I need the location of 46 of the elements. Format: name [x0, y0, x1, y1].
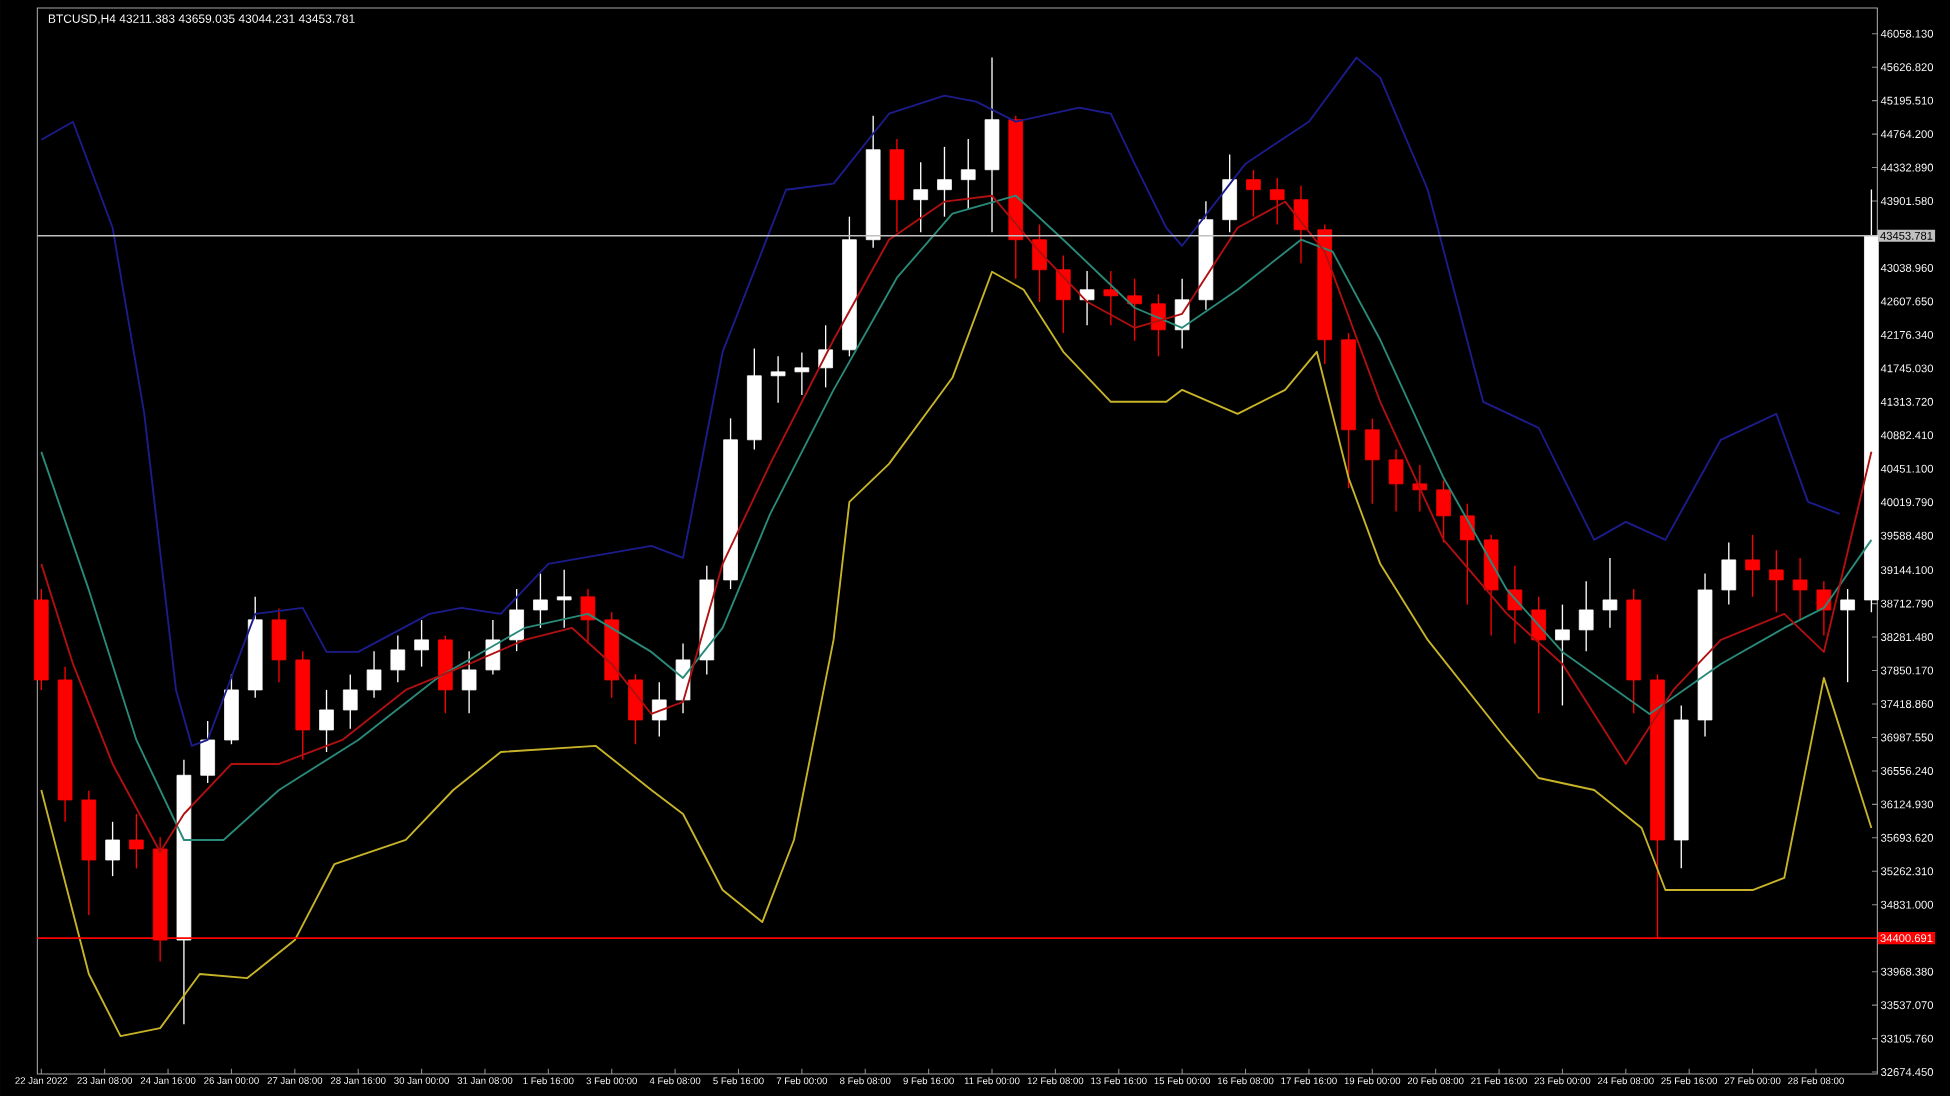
candlestick [1293, 184, 1309, 264]
candlestick [366, 650, 382, 699]
candlestick [1745, 534, 1760, 598]
candlestick [1578, 580, 1594, 652]
candlestick [509, 588, 524, 652]
candlestick [271, 607, 287, 683]
candlestick [1412, 464, 1428, 513]
candlestick [533, 572, 548, 629]
candlestick [1222, 153, 1238, 233]
candlestick [937, 146, 952, 218]
candlestick [1364, 417, 1380, 505]
candlestick [960, 138, 976, 210]
candlestick [1816, 580, 1832, 637]
candlestick [319, 689, 334, 753]
candlestick [390, 634, 406, 683]
candlestick [1436, 479, 1451, 544]
candlestick [1531, 596, 1546, 714]
candlestick [1721, 541, 1737, 606]
candlestick [105, 821, 120, 877]
candlestick [1792, 557, 1808, 621]
candlestick [651, 681, 667, 738]
candlestick [913, 161, 929, 233]
candlestick [1555, 603, 1570, 707]
candlestick [1103, 270, 1119, 326]
candlestick [1269, 177, 1285, 226]
candlestick [1602, 557, 1618, 629]
candlestick [1246, 169, 1261, 218]
candlestick [414, 619, 429, 668]
candlestick [1055, 254, 1071, 334]
candlestick [1079, 270, 1095, 326]
candlestick [556, 569, 572, 629]
line-series [40, 270, 1873, 1038]
candlestick [1769, 549, 1784, 614]
candlestick [1032, 223, 1047, 303]
candlestick [628, 673, 643, 745]
candlestick [1840, 588, 1855, 683]
candlestick [794, 351, 810, 396]
candlestick [200, 720, 216, 784]
candlestick [1388, 448, 1404, 513]
candlestick [129, 813, 144, 870]
candlestick [770, 355, 786, 404]
candlestick [1127, 278, 1142, 342]
candlestick [461, 650, 477, 714]
candlestick [342, 673, 358, 730]
candlestick [1460, 503, 1475, 606]
candlestick [580, 588, 596, 645]
